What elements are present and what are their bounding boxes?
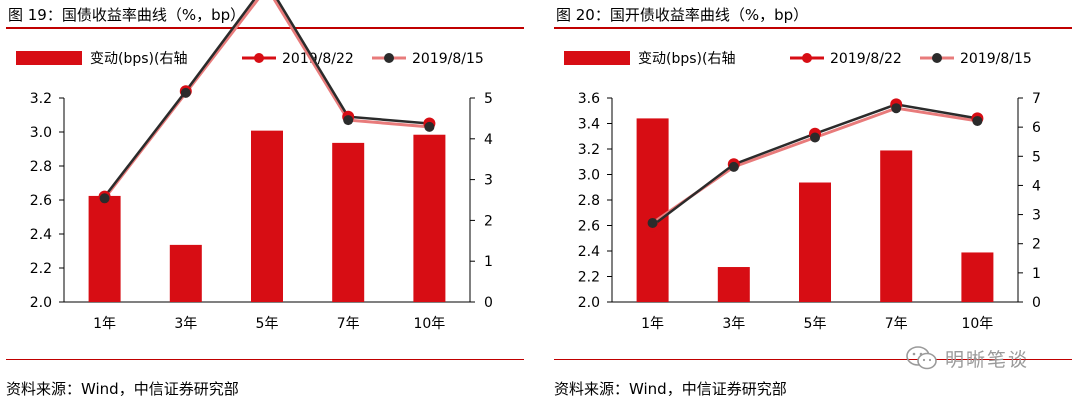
point-0815	[810, 132, 820, 143]
x-tick-label: 1年	[641, 316, 664, 332]
legend-marker-0822	[254, 53, 264, 63]
legend-swatch-change-bar	[16, 51, 82, 65]
legend-marker-0815	[384, 53, 394, 63]
point-0815	[424, 121, 435, 132]
x-tick-label: 10年	[961, 316, 993, 332]
bar-change	[251, 130, 283, 302]
right-tick-label: 3	[1032, 208, 1041, 224]
watermark-text: 明晰笔谈	[945, 349, 1030, 371]
cdb-yield-chart: 变动(bps)(右轴 2019/8/22 2019/8/15 2.0 2.2 2.4 2.6…	[564, 51, 1041, 332]
right-tick-label: 4	[484, 132, 493, 148]
bar-change	[169, 244, 202, 302]
left-tick-label: 3.0	[30, 125, 52, 141]
bar-change	[413, 134, 446, 302]
right-tick-label: 1	[484, 254, 493, 270]
bar-change	[880, 150, 913, 302]
left-tick-label: 3.6	[578, 91, 600, 107]
right-tick-label: 6	[1032, 120, 1041, 136]
point-0815	[972, 115, 983, 126]
legend-label-change: 变动(bps)(右轴	[638, 51, 735, 67]
x-tick-label: 7年	[885, 316, 908, 332]
right-tick-label: 0	[484, 295, 493, 311]
watermark: 明晰笔谈	[905, 343, 1055, 373]
legend-marker-0822	[802, 53, 812, 63]
legend-label-0822: 2019/8/22	[830, 51, 902, 67]
legend-label-0822: 2019/8/22	[282, 51, 354, 67]
wechat-icon	[906, 346, 937, 370]
footer-rule	[554, 359, 1072, 360]
bar-change	[636, 118, 669, 303]
x-tick-label: 10年	[413, 316, 445, 332]
right-tick-label: 2	[1032, 237, 1041, 253]
point-0815	[99, 193, 110, 204]
right-tick-label: 0	[1032, 295, 1041, 311]
left-tick-label: 3.2	[578, 142, 600, 158]
left-tick-label: 2.8	[30, 159, 52, 175]
bar-change	[88, 195, 121, 302]
left-tick-label: 3.0	[578, 168, 600, 184]
bar-change	[332, 142, 365, 302]
x-tick-label: 3年	[174, 316, 197, 332]
x-tick-label: 3年	[722, 316, 745, 332]
chart-panel-treasury: 图 19：国债收益率曲线（%，bp） 变动(bps)(右轴 2019/8/22 20…	[6, 0, 530, 406]
chart-title: 图 19：国债收益率曲线（%，bp）	[8, 6, 246, 24]
point-0815	[728, 161, 739, 172]
left-tick-label: 2.0	[30, 295, 52, 311]
right-tick-label: 4	[1032, 178, 1041, 194]
right-tick-label: 3	[484, 173, 493, 189]
point-0815	[180, 87, 191, 98]
left-tick-label: 2.2	[578, 270, 600, 286]
chart-panel-cdb: 图 20：国开债收益率曲线（%，bp） 变动(bps)(右轴 2019/8/22 2…	[554, 0, 1078, 406]
left-tick-label: 2.8	[578, 193, 600, 209]
right-tick-label: 7	[1032, 91, 1041, 107]
footer-rule	[6, 359, 524, 360]
legend: 变动(bps)(右轴 2019/8/22 2019/8/15	[16, 51, 484, 67]
chart-title: 图 20：国开债收益率曲线（%，bp）	[556, 6, 809, 24]
title-rule	[6, 27, 524, 29]
legend-label-change: 变动(bps)(右轴	[90, 51, 187, 67]
right-tick-label: 2	[484, 213, 493, 229]
line-0822	[103, 0, 430, 198]
legend-marker-0815	[932, 53, 942, 63]
left-tick-label: 2.4	[578, 244, 600, 260]
left-tick-label: 2.4	[30, 227, 52, 243]
point-0815	[891, 103, 902, 114]
left-tick-label: 3.4	[578, 117, 600, 133]
left-tick-label: 2.0	[578, 295, 600, 311]
source-note: 资料来源：Wind，中信证券研究部	[6, 380, 239, 398]
right-tick-label: 1	[1032, 266, 1041, 282]
left-tick-label: 3.2	[30, 91, 52, 107]
legend-label-0815: 2019/8/15	[960, 51, 1032, 67]
left-tick-label: 2.2	[30, 261, 52, 277]
right-tick-label: 5	[484, 91, 493, 107]
x-tick-label: 5年	[256, 316, 279, 332]
x-tick-label: 7年	[337, 316, 360, 332]
left-tick-label: 2.6	[30, 193, 52, 209]
source-note: 资料来源：Wind，中信证券研究部	[554, 380, 787, 398]
x-tick-label: 1年	[93, 316, 116, 332]
point-0815	[647, 217, 658, 228]
title-rule	[554, 27, 1072, 29]
treasury-yield-chart: 变动(bps)(右轴 2019/8/22 2019/8/15 2.0 2.2 2.4 2.6…	[16, 0, 493, 332]
right-tick-label: 5	[1032, 149, 1041, 165]
legend-swatch-change-bar	[564, 51, 630, 65]
bar-change	[799, 182, 831, 302]
left-tick-label: 2.6	[578, 219, 600, 235]
legend-label-0815: 2019/8/15	[412, 51, 484, 67]
point-0815	[343, 115, 354, 126]
bar-change	[961, 252, 994, 302]
x-tick-label: 5年	[804, 316, 827, 332]
legend: 变动(bps)(右轴 2019/8/22 2019/8/15	[564, 51, 1032, 67]
bar-change	[717, 267, 750, 302]
